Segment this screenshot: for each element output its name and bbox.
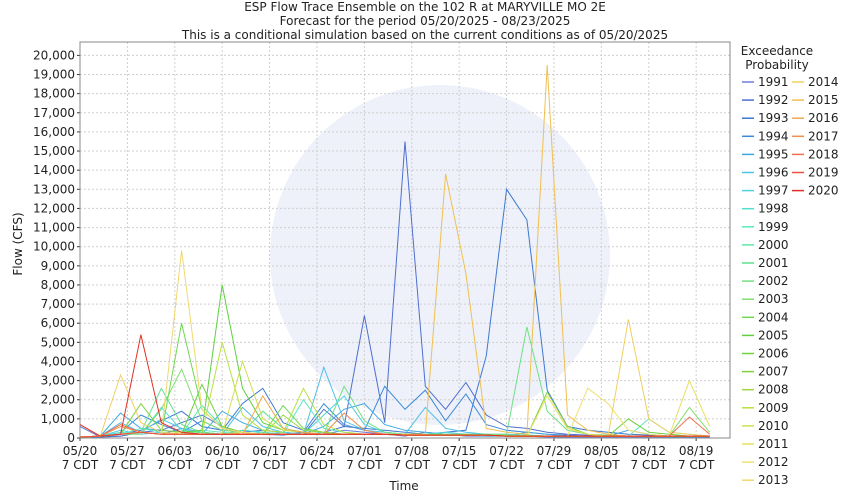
y-tick-label: 13,000: [33, 182, 75, 196]
x-tick-label: 06/03: [157, 444, 192, 458]
legend-label: 1995: [758, 147, 789, 161]
legend-label: 2005: [758, 328, 789, 342]
x-tick-sublabel: 7 CDT: [251, 458, 288, 472]
x-tick-sublabel: 7 CDT: [204, 458, 241, 472]
legend-label: 2004: [758, 310, 789, 324]
x-tick-label: 08/12: [631, 444, 666, 458]
x-tick-sublabel: 7 CDT: [536, 458, 573, 472]
x-tick-label: 06/17: [252, 444, 287, 458]
x-tick-sublabel: 7 CDT: [157, 458, 194, 472]
y-tick-label: 9,000: [41, 259, 75, 273]
legend-title: Exceedance Probability: [740, 44, 814, 72]
legend-label: 2003: [758, 292, 789, 306]
legend-label: 2012: [758, 455, 789, 469]
legend-label: 2014: [808, 75, 839, 89]
y-tick-label: 17,000: [33, 106, 75, 120]
legend-label: 2015: [808, 93, 839, 107]
y-tick-label: 19,000: [33, 68, 75, 82]
y-tick-label: 15,000: [33, 144, 75, 158]
x-tick-label: 07/01: [347, 444, 382, 458]
x-tick-sublabel: 7 CDT: [299, 458, 336, 472]
legend-label: 2020: [808, 184, 839, 198]
x-tick-sublabel: 7 CDT: [488, 458, 525, 472]
y-tick-label: 2,000: [41, 393, 75, 407]
watermark: [270, 85, 610, 425]
legend-label: 2016: [808, 111, 839, 125]
y-tick-label: 11,000: [33, 221, 75, 235]
legend-label: 2013: [758, 473, 789, 487]
legend-label: 2018: [808, 147, 839, 161]
legend-label: 2002: [758, 274, 789, 288]
x-tick-label: 07/08: [394, 444, 429, 458]
legend-label: 2008: [758, 383, 789, 397]
x-tick-label: 05/27: [110, 444, 145, 458]
x-tick-label: 08/05: [584, 444, 619, 458]
plot-frame: [79, 41, 731, 439]
legend-label: 1992: [758, 93, 789, 107]
x-tick-label: 08/19: [679, 444, 714, 458]
y-tick-label: 8,000: [41, 278, 75, 292]
y-tick-label: 5,000: [41, 335, 75, 349]
legend-label: 1994: [758, 129, 789, 143]
y-tick-label: 4,000: [41, 354, 75, 368]
x-tick-label: 07/15: [442, 444, 477, 458]
x-tick-sublabel: 7 CDT: [62, 458, 99, 472]
y-tick-label: 10,000: [33, 240, 75, 254]
y-tick-label: 14,000: [33, 163, 75, 177]
chart-subtitle: Forecast for the period 05/20/2025 - 08/…: [280, 14, 571, 28]
legend-label: 2006: [758, 347, 789, 361]
y-tick-label: 3,000: [41, 374, 75, 388]
x-tick-sublabel: 7 CDT: [346, 458, 383, 472]
legend-label: 2017: [808, 129, 839, 143]
legend-label: 1996: [758, 166, 789, 180]
chart-title: ESP Flow Trace Ensemble on the 102 R at …: [244, 0, 606, 14]
y-tick-label: 6,000: [41, 316, 75, 330]
legend-label: 2007: [758, 365, 789, 379]
x-tick-label: 07/29: [537, 444, 572, 458]
legend-label: 1991: [758, 75, 789, 89]
legend-label: 2009: [758, 401, 789, 415]
x-tick-label: 06/24: [300, 444, 335, 458]
y-axis-label: Flow (CFS): [11, 212, 25, 275]
legend-label: 2019: [808, 166, 839, 180]
legend-label: 1993: [758, 111, 789, 125]
y-tick-label: 18,000: [33, 87, 75, 101]
x-tick-label: 05/20: [63, 444, 98, 458]
y-tick-label: 16,000: [33, 125, 75, 139]
y-tick-label: 12,000: [33, 201, 75, 215]
x-tick-sublabel: 7 CDT: [583, 458, 620, 472]
x-axis-label: Time: [388, 479, 418, 493]
x-tick-label: 06/10: [205, 444, 240, 458]
legend-label: 1997: [758, 184, 789, 198]
x-tick-sublabel: 7 CDT: [394, 458, 431, 472]
legend-label: 1998: [758, 202, 789, 216]
y-tick-label: 1,000: [41, 412, 75, 426]
legend-label: 2001: [758, 256, 789, 270]
legend-label: 2000: [758, 238, 789, 252]
x-tick-sublabel: 7 CDT: [441, 458, 478, 472]
legend-label: 2011: [758, 437, 789, 451]
y-tick-label: 20,000: [33, 48, 75, 62]
chart-note: This is a conditional simulation based o…: [181, 28, 668, 42]
series-line: [80, 187, 710, 438]
x-tick-sublabel: 7 CDT: [631, 458, 668, 472]
legend-label: 2010: [758, 419, 789, 433]
x-tick-sublabel: 7 CDT: [109, 458, 146, 472]
x-tick-sublabel: 7 CDT: [678, 458, 715, 472]
series-line: [79, 334, 710, 437]
x-tick-label: 07/22: [489, 444, 524, 458]
legend-label: 1999: [758, 220, 789, 234]
y-tick-label: 7,000: [41, 297, 75, 311]
y-tick-label: 0: [67, 431, 75, 445]
